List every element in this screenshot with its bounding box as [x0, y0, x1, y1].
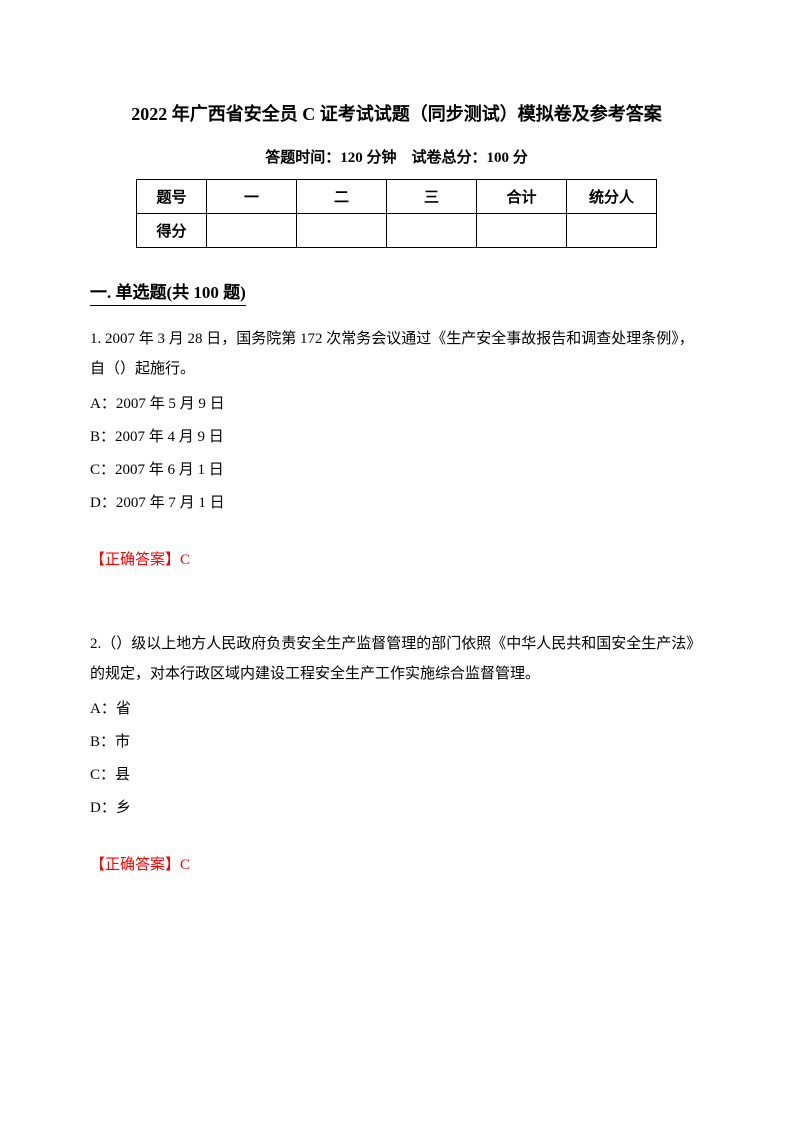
correct-answer: 【正确答案】C [90, 853, 703, 874]
correct-answer: 【正确答案】C [90, 548, 703, 569]
section-heading: 一. 单选题(共 100 题) [90, 278, 246, 306]
option-a: A：2007 年 5 月 9 日 [90, 388, 703, 421]
question-text: 1. 2007 年 3 月 28 日，国务院第 172 次常务会议通过《生产安全… [90, 324, 703, 384]
option-d: D：乡 [90, 792, 703, 825]
option-a: A：省 [90, 693, 703, 726]
row-label-cell: 得分 [137, 214, 207, 248]
option-c: C：县 [90, 759, 703, 792]
question-block: 1. 2007 年 3 月 28 日，国务院第 172 次常务会议通过《生产安全… [90, 324, 703, 569]
header-cell: 题号 [137, 180, 207, 214]
option-c: C：2007 年 6 月 1 日 [90, 454, 703, 487]
score-cell [387, 214, 477, 248]
header-cell: 二 [297, 180, 387, 214]
score-cell [207, 214, 297, 248]
option-b: B：2007 年 4 月 9 日 [90, 421, 703, 454]
score-label: 试卷总分：100 分 [412, 150, 528, 166]
score-cell [477, 214, 567, 248]
score-cell [567, 214, 657, 248]
header-cell: 统分人 [567, 180, 657, 214]
question-block: 2.（）级以上地方人民政府负责安全生产监督管理的部门依照《中华人民共和国安全生产… [90, 629, 703, 874]
header-cell: 三 [387, 180, 477, 214]
score-cell [297, 214, 387, 248]
time-label: 答题时间：120 分钟 [265, 150, 396, 166]
exam-title: 2022 年广西省安全员 C 证考试试题（同步测试）模拟卷及参考答案 [90, 100, 703, 126]
exam-subtitle: 答题时间：120 分钟 试卷总分：100 分 [90, 146, 703, 167]
table-score-row: 得分 [137, 214, 657, 248]
score-table: 题号 一 二 三 合计 统分人 得分 [136, 179, 657, 248]
header-cell: 一 [207, 180, 297, 214]
option-d: D：2007 年 7 月 1 日 [90, 487, 703, 520]
option-b: B：市 [90, 726, 703, 759]
question-text: 2.（）级以上地方人民政府负责安全生产监督管理的部门依照《中华人民共和国安全生产… [90, 629, 703, 689]
header-cell: 合计 [477, 180, 567, 214]
table-header-row: 题号 一 二 三 合计 统分人 [137, 180, 657, 214]
